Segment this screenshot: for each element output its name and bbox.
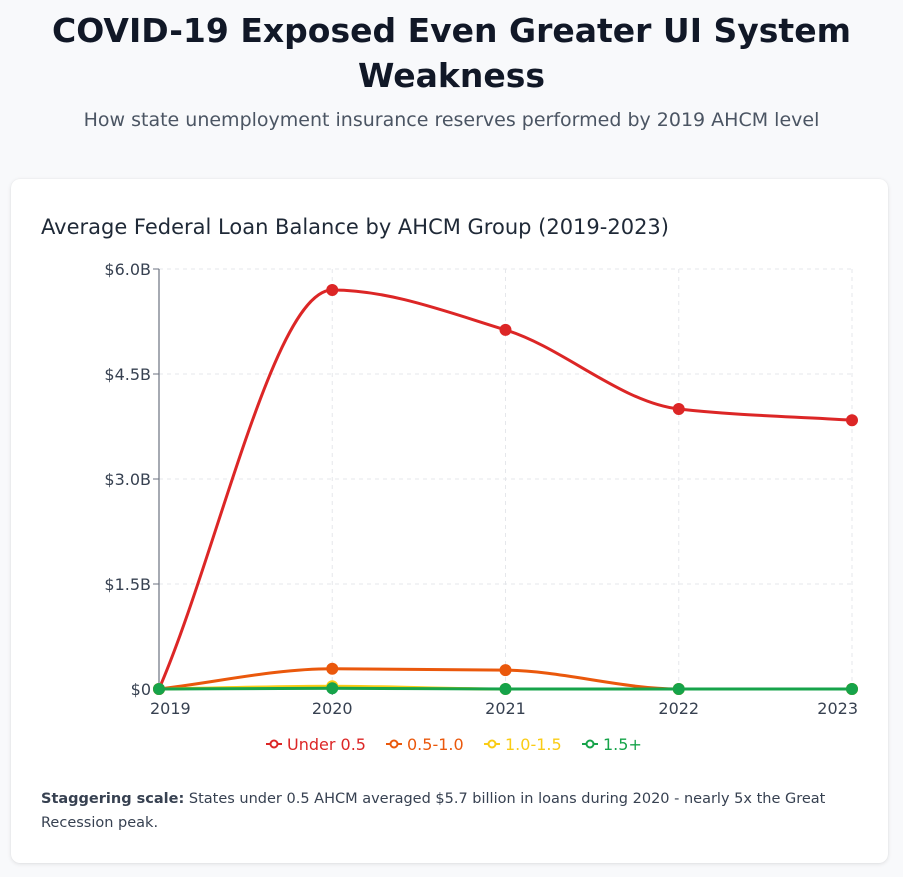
chart-card: Average Federal Loan Balance by AHCM Gro…	[11, 179, 888, 863]
legend-label: 1.0-1.5	[505, 735, 562, 754]
y-tick-label: $4.5B	[104, 365, 151, 384]
x-tick-label: 2023	[817, 699, 858, 718]
note-label: Staggering scale:	[41, 791, 185, 807]
x-tick-label: 2022	[658, 699, 699, 718]
data-point	[326, 662, 339, 675]
legend-label: 1.5+	[603, 735, 642, 754]
page-title: COVID-19 Exposed Even Greater UI System …	[52, 11, 851, 95]
x-tick-label: 2019	[150, 699, 191, 718]
legend-swatch-marker	[487, 739, 497, 749]
series-line-0	[157, 288, 853, 690]
note-text: States under 0.5 AHCM averaged $5.7 bill…	[41, 791, 826, 831]
legend-swatch-marker	[269, 739, 279, 749]
x-tick-label: 2020	[312, 699, 353, 718]
y-tick-label: $0	[131, 680, 151, 699]
page-subtitle: How state unemployment insurance reserve…	[83, 109, 820, 131]
data-point	[499, 664, 512, 677]
y-tick-label: $1.5B	[104, 575, 151, 594]
line-chart: $0 $1.5B $3.0B $4.5B $6.0B 2019 2020 2021 2022 20…	[104, 260, 858, 754]
data-point	[672, 683, 685, 695]
data-point	[326, 284, 339, 296]
y-tick-label: $3.0B	[104, 470, 151, 489]
data-point	[672, 403, 685, 415]
data-point	[499, 323, 512, 336]
chart-note: Staggering scale: States under 0.5 AHCM …	[41, 787, 861, 835]
data-point	[846, 683, 858, 695]
legend-label: Under 0.5	[287, 735, 366, 754]
chart-title: Average Federal Loan Balance by AHCM Gro…	[41, 215, 669, 239]
y-tick-label: $6.0B	[104, 260, 151, 279]
data-point	[326, 682, 339, 695]
data-point	[846, 414, 858, 427]
legend-label: 0.5-1.0	[407, 735, 464, 754]
legend-swatch-marker	[585, 739, 595, 749]
data-point	[153, 683, 165, 695]
legend-swatch-marker	[389, 739, 399, 749]
x-tick-label: 2021	[485, 699, 526, 718]
data-point	[499, 683, 512, 695]
